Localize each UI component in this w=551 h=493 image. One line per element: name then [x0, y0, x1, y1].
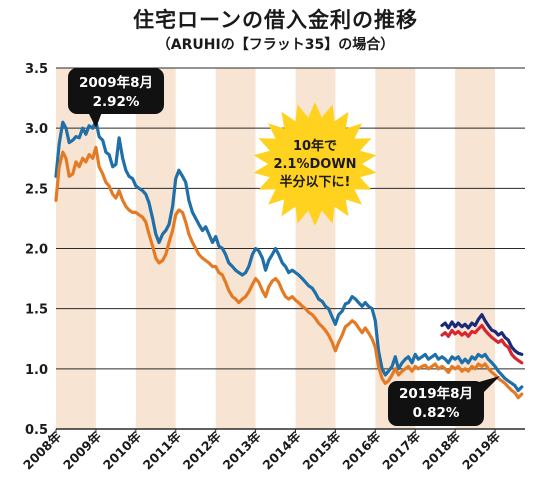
- x-tick-label: 2015年: [299, 428, 343, 472]
- peak-callout: 2009年8月 2.92%: [68, 68, 164, 128]
- series-line-4: [440, 323, 524, 365]
- x-axis-ticks: 2008年2009年2010年2011年2012年2013年2014年2015年…: [20, 428, 503, 472]
- x-tick-label: 2016年: [339, 428, 383, 472]
- x-tick-label: 2011年: [140, 428, 184, 472]
- y-axis-ticks: 0.5 1.0 1.5 2.0 2.5 3.0 3.5: [25, 62, 48, 438]
- peak-callout-pointer: [88, 112, 102, 128]
- series-line-3: [440, 313, 524, 356]
- y-tick-label: 2.5: [25, 182, 48, 197]
- x-tick-label: 2009年: [60, 428, 104, 472]
- latest-callout-pointer: [472, 376, 500, 392]
- y-tick-label: 3.0: [25, 122, 48, 137]
- latest-callout-value: 0.82%: [413, 405, 460, 421]
- starburst-line-2: 2.1%DOWN: [273, 157, 356, 172]
- x-tick-label: 2013年: [220, 428, 264, 472]
- y-tick-label: 1.0: [25, 363, 48, 378]
- starburst-line-3: 半分以下に!: [280, 174, 351, 190]
- chart-title: 住宅ローンの借入金利の推移: [133, 8, 418, 32]
- latest-callout-box: [388, 381, 484, 426]
- x-tick-label: 2014年: [260, 428, 304, 472]
- latest-callout-date: 2019年8月: [399, 385, 473, 402]
- chart-subtitle: （ARUHIの【フラット35】の場合）: [156, 37, 395, 53]
- peak-callout-box: [68, 68, 164, 114]
- peak-callout-date: 2009年8月: [79, 74, 153, 91]
- y-tick-label: 1.5: [25, 303, 48, 318]
- latest-callout: 2019年8月 0.82%: [388, 376, 500, 426]
- series-lines: [54, 119, 524, 400]
- peak-callout-value: 2.92%: [93, 94, 140, 110]
- x-tick-label: 2010年: [100, 428, 144, 472]
- y-tick-label: 2.0: [25, 243, 48, 258]
- starburst-shape: [253, 102, 377, 226]
- starburst: 10年で 2.1%DOWN 半分以下に!: [253, 102, 377, 226]
- series-line-1: [54, 119, 524, 393]
- x-tick-label: 2018年: [419, 428, 463, 472]
- y-tick-label: 0.5: [25, 423, 48, 438]
- x-tick-label: 2017年: [379, 428, 423, 472]
- y-tick-label: 3.5: [25, 62, 48, 77]
- x-tick-label: 2019年: [459, 428, 503, 472]
- x-tick-label: 2012年: [180, 428, 224, 472]
- series-line-2: [54, 145, 524, 400]
- starburst-line-1: 10年で: [293, 138, 337, 154]
